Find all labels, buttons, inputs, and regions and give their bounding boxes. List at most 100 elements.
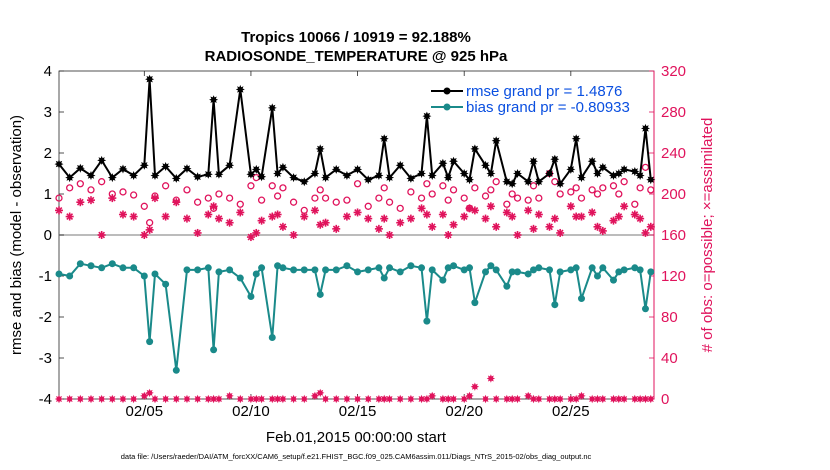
bottom-obs-marker [630, 394, 639, 404]
possible-obs-marker [636, 184, 644, 192]
rmse-point [209, 95, 219, 105]
bottom-obs-marker [593, 394, 602, 404]
bias-point [535, 264, 543, 272]
assimilated-obs-marker [593, 222, 602, 231]
right-axis: 320 280 240 200 160 120 80 40 0 [649, 63, 686, 408]
possible-obs-marker [503, 200, 511, 208]
assimilated-obs-marker [609, 216, 618, 225]
rmse-point [417, 169, 426, 178]
possible-obs-marker [273, 192, 282, 200]
legend: rmse grand pr = 1.4876 bias grand pr = -… [431, 83, 630, 116]
bias-point [450, 262, 458, 270]
rmse-point [529, 156, 538, 166]
possible-obs-marker [311, 194, 319, 202]
bias-point [290, 266, 298, 274]
possible-obs-marker [364, 202, 372, 210]
bottom-obs-marker [86, 394, 96, 404]
bias-point [140, 272, 148, 280]
bias-point [471, 299, 479, 307]
possible-obs-marker [556, 190, 564, 198]
bottom-obs-marker [417, 394, 426, 404]
bottom-obs-marker [108, 394, 117, 404]
assimilated-obs-marker [86, 196, 95, 205]
rmse-point [513, 169, 522, 178]
bias-point [151, 270, 159, 278]
assimilated-obs-marker [65, 212, 74, 221]
rmse-point [75, 163, 85, 173]
bottom-obs-marker [609, 394, 618, 404]
bottom-obs-marker [502, 394, 511, 404]
left-tick-label: 0 [44, 227, 52, 244]
bottom-obs-marker [635, 394, 645, 404]
bottom-obs-marker [380, 394, 389, 404]
possible-obs-marker [508, 190, 516, 198]
assimilated-obs-marker [76, 198, 85, 207]
assimilated-obs-marker [108, 194, 117, 203]
rmse-point [203, 169, 213, 179]
bottom-obs-marker [268, 394, 277, 404]
possible-obs-marker [588, 186, 596, 194]
bottom-obs-marker [481, 394, 490, 404]
assimilated-obs-marker [492, 222, 501, 231]
bias-point [98, 264, 106, 272]
left-tick-label: -3 [39, 350, 52, 367]
bias-point [466, 264, 474, 272]
assimilated-obs-marker [310, 206, 319, 215]
assimilated-obs-marker [550, 214, 559, 223]
rmse-point [449, 156, 458, 166]
possible-obs-marker [98, 178, 106, 186]
bottom-obs-marker [396, 394, 405, 404]
bottom-obs-marker [342, 394, 352, 404]
bottom-obs-marker [422, 394, 432, 404]
possible-obs-marker [87, 186, 95, 194]
possible-obs-marker [145, 219, 154, 227]
bias-point [146, 338, 154, 346]
possible-obs-marker [647, 186, 655, 194]
bias-point [418, 264, 426, 272]
rmse-point [465, 175, 474, 185]
rmse-point [641, 123, 650, 133]
bottom-obs-marker [449, 394, 458, 404]
bias-point [87, 262, 95, 270]
possible-obs-marker [247, 182, 255, 190]
rmse-point [86, 171, 96, 180]
possible-obs-marker [567, 188, 575, 196]
rmse-point [555, 179, 565, 189]
bottom-obs-marker [524, 391, 533, 401]
bias-point [615, 268, 623, 276]
x-tick-label: 02/05 [126, 403, 164, 420]
assimilated-obs-marker [460, 212, 469, 221]
rmse-point [193, 172, 203, 182]
possible-obs-marker [444, 196, 452, 204]
bias-series [55, 260, 655, 374]
rmse-point [246, 169, 256, 179]
assimilated-obs-marker [502, 208, 511, 217]
bottom-obs-marker [252, 394, 261, 404]
assimilated-obs-marker [438, 210, 447, 219]
assimilated-obs-marker [449, 220, 458, 229]
bias-point [444, 264, 452, 272]
bias-point [609, 276, 617, 284]
rmse-point [161, 162, 171, 171]
bottom-obs-marker [257, 394, 266, 404]
bottom-obs-marker [364, 394, 373, 404]
rmse-point [593, 169, 602, 178]
rmse-point [107, 173, 117, 183]
possible-obs-marker [225, 194, 234, 202]
possible-obs-marker [183, 186, 191, 194]
possible-obs-marker [513, 194, 522, 202]
assimilated-obs-marker [529, 224, 538, 233]
bias-point [428, 266, 436, 274]
assimilated-obs-marker [342, 212, 351, 221]
assimilated-obs-marker [161, 212, 170, 221]
possible-obs-marker [76, 180, 84, 188]
possible-obs-marker [423, 180, 431, 188]
rmse-point [374, 171, 384, 180]
rmse-point [577, 173, 586, 183]
rmse-point [395, 160, 405, 170]
right-tick-label: 320 [661, 63, 686, 80]
rmse-point [118, 164, 128, 174]
rmse-point [379, 134, 389, 144]
rmse-point [363, 175, 373, 185]
